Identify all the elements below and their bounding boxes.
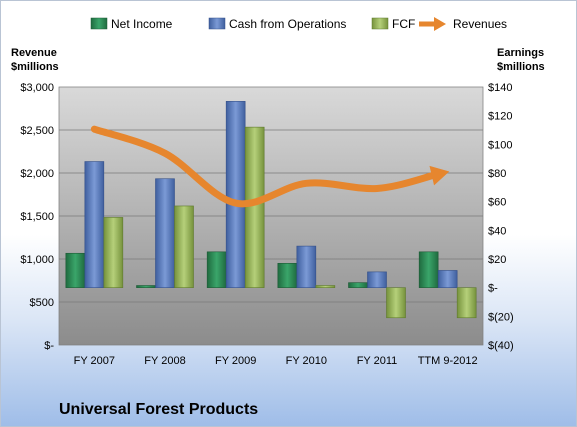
bar-net-income bbox=[65, 252, 86, 288]
bar-cash-from-operations bbox=[367, 271, 387, 288]
bar-fcf bbox=[386, 287, 406, 319]
category-labels: FY 2007 FY 2008 FY 2009 FY 2010 FY 2011 TTM 9… bbox=[74, 355, 478, 367]
chart-title: Universal Forest Products bbox=[59, 401, 258, 418]
bar-cash-from-operations bbox=[155, 178, 175, 288]
legend-label-revenues: Revenues bbox=[453, 17, 507, 31]
bar-fcf bbox=[103, 217, 124, 288]
left-tick-label: $2,500 bbox=[20, 125, 54, 137]
bar-fcf bbox=[456, 287, 477, 319]
bar-cash-from-operations bbox=[84, 161, 105, 288]
right-axis-ticks: $(40) $(20) $- $20 $40 $60 $80 $100 $120 $140 bbox=[488, 82, 514, 352]
gridlines bbox=[59, 129, 483, 303]
revenue-line-arrowhead bbox=[429, 165, 450, 186]
right-tick-label: $140 bbox=[488, 82, 512, 94]
right-tick-label: $(20) bbox=[488, 311, 514, 323]
right-tick-label: $120 bbox=[488, 111, 512, 123]
right-tick-label: $100 bbox=[488, 139, 512, 151]
legend-swatch-net-income bbox=[90, 17, 108, 30]
legend-label-cash-from-operations: Cash from Operations bbox=[229, 17, 346, 31]
category-label: FY 2008 bbox=[144, 355, 185, 367]
bar-fcf bbox=[244, 126, 265, 288]
legend-label-fcf: FCF bbox=[392, 17, 415, 31]
bar-net-income bbox=[277, 262, 298, 288]
legend-label-net-income: Net Income bbox=[111, 17, 173, 31]
legend-swatch-cash-from-operations bbox=[208, 17, 226, 30]
category-label: FY 2007 bbox=[74, 355, 115, 367]
right-tick-label: $(40) bbox=[488, 340, 514, 352]
revenue-line-path bbox=[90, 125, 440, 208]
bar-cash-from-operations bbox=[296, 245, 317, 288]
right-axis-title-line1: Earnings bbox=[497, 47, 544, 59]
bar-cash-from-operations bbox=[225, 101, 246, 288]
legend-swatch-fcf bbox=[371, 17, 389, 30]
right-tick-label: $20 bbox=[488, 254, 506, 266]
bar-cash-from-operations bbox=[437, 270, 458, 288]
left-axis-ticks: $- $500 $1,000 $1,500 $2,000 $2,500 $3,000 bbox=[20, 82, 54, 352]
left-tick-label: $- bbox=[44, 340, 54, 352]
bar-fcf bbox=[174, 205, 194, 288]
left-tick-label: $1,000 bbox=[20, 254, 54, 266]
bar-net-income bbox=[206, 251, 227, 288]
bar-marks bbox=[65, 101, 477, 319]
revenue-line bbox=[90, 125, 450, 208]
right-tick-label: $80 bbox=[488, 168, 506, 180]
bar-net-income bbox=[136, 285, 156, 288]
left-axis-title-line1: Revenue bbox=[11, 47, 57, 59]
right-tick-label: $60 bbox=[488, 197, 506, 209]
right-axis-title-line2: $millions bbox=[497, 61, 545, 73]
right-tick-label: $- bbox=[488, 283, 498, 295]
bar-net-income bbox=[418, 251, 439, 288]
left-tick-label: $3,000 bbox=[20, 82, 54, 94]
left-tick-label: $2,000 bbox=[20, 168, 54, 180]
bar-fcf bbox=[315, 285, 336, 288]
right-tick-label: $40 bbox=[488, 225, 506, 237]
category-label: FY 2009 bbox=[215, 355, 256, 367]
left-tick-label: $500 bbox=[30, 297, 54, 309]
category-label: FY 2011 bbox=[357, 355, 398, 367]
category-label: FY 2010 bbox=[286, 355, 327, 367]
left-axis-title-line2: $millions bbox=[11, 61, 59, 73]
legend-swatch-revenues bbox=[419, 17, 446, 31]
legend: Net Income Cash from Operations FCF Reve… bbox=[90, 17, 507, 31]
left-tick-label: $1,500 bbox=[20, 211, 54, 223]
category-label: TTM 9-2012 bbox=[418, 355, 478, 367]
bar-net-income bbox=[348, 282, 368, 288]
